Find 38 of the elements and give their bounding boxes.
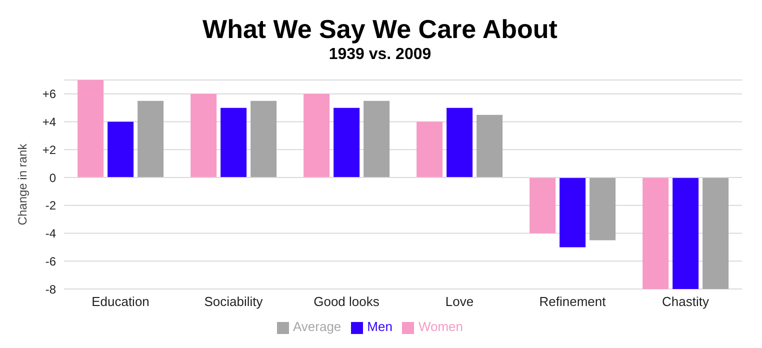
x-tick-label: Education [92, 294, 150, 310]
bar [642, 178, 669, 289]
y-tick-label: -8 [45, 282, 56, 296]
bar [220, 108, 247, 178]
bar [446, 108, 473, 178]
y-tick-label: -6 [45, 254, 56, 268]
bar [702, 178, 729, 289]
bar [560, 178, 586, 248]
y-tick-label: -4 [45, 226, 56, 241]
y-tick-label: +4 [42, 115, 56, 130]
bar [250, 100, 277, 178]
bar [190, 94, 217, 178]
x-tick-label: Chastity [662, 294, 710, 310]
x-tick-label: Refinement [539, 294, 606, 310]
legend-label: Women [418, 319, 464, 334]
bar [590, 178, 616, 240]
legend-label: Average [292, 319, 342, 334]
bar [108, 122, 134, 178]
chart-title: What We Say We Care About [202, 13, 558, 44]
y-tick-label: -2 [45, 198, 56, 213]
bar [334, 108, 360, 178]
bar [78, 80, 104, 178]
bar [138, 100, 164, 178]
bar [364, 100, 390, 178]
bar [416, 122, 443, 178]
y-tick-label: +6 [42, 87, 56, 102]
x-tick-label: Sociability [204, 294, 264, 310]
bar [476, 114, 503, 178]
x-tick-label: Love [445, 294, 474, 310]
y-axis-title: Change in rank [15, 142, 30, 226]
chart-subtitle: 1939 vs. 2009 [328, 45, 432, 65]
bar [672, 178, 699, 289]
x-tick-label: Good looks [314, 294, 380, 310]
legend-label: Men [367, 319, 392, 334]
y-tick-label: 0 [49, 170, 56, 185]
bar [530, 178, 556, 234]
bar [304, 94, 330, 178]
y-tick-label: +2 [42, 142, 56, 157]
